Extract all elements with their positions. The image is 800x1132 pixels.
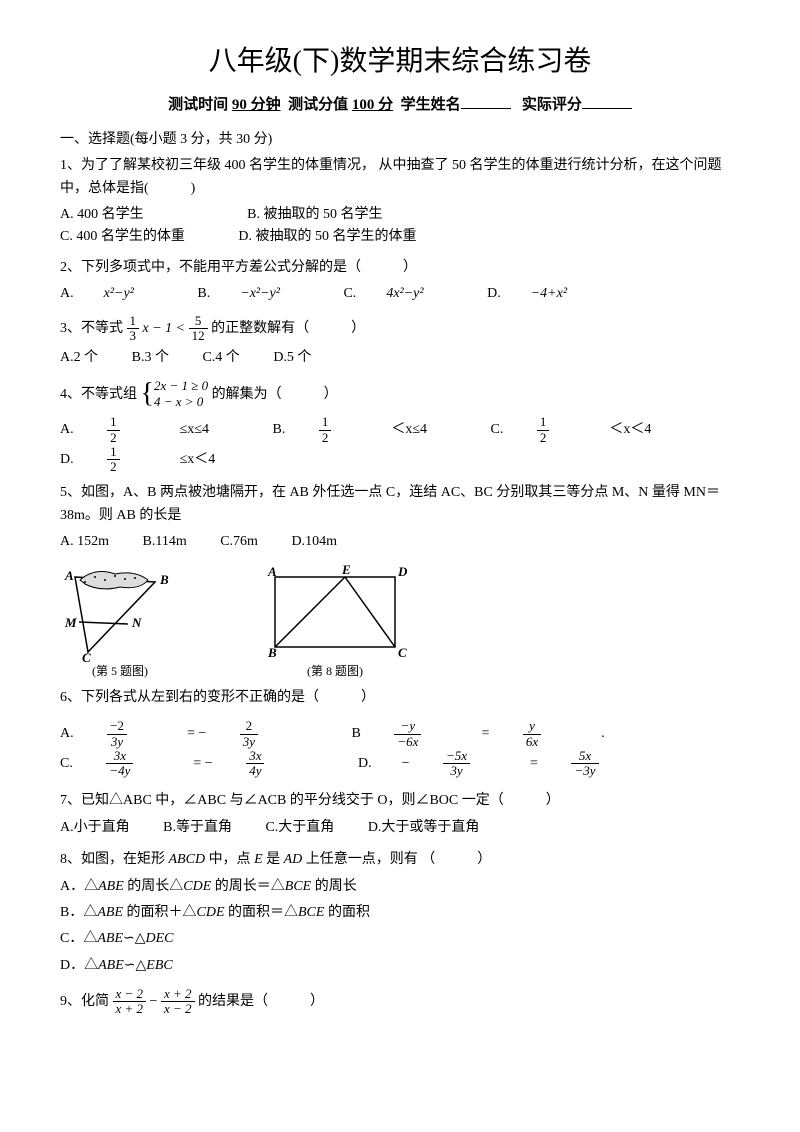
- score-label: 测试分值: [288, 97, 348, 113]
- fig5-caption: (第 5 题图): [60, 662, 180, 681]
- question-3: 3、不等式 13 x − 1 < 512 的正整数解有（ ）: [60, 314, 740, 344]
- q3-frac1: 13: [127, 314, 140, 344]
- q1-opt-a: A. 400 名学生: [60, 204, 144, 226]
- actual-blank: [582, 94, 632, 109]
- q2-opt-b: B.−x²−y²: [197, 283, 310, 305]
- q9-frac2: x + 2x − 2: [161, 987, 195, 1017]
- svg-text:C: C: [398, 645, 407, 660]
- question-7: 7、已知△ABC 中，∠ABC 与∠ACB 的平分线交于 O，则∠BOC 一定（…: [60, 790, 740, 812]
- svg-text:B: B: [267, 645, 277, 660]
- q8-opt-c: C．△ABE∽△DEC: [60, 928, 740, 950]
- q6-opt-d: D.− −5x3y = 5x−3y: [358, 749, 659, 779]
- q3-opt-b: B.3 个: [132, 347, 169, 369]
- q7-options: A.小于直角 B.等于直角 C.大于直角 D.大于或等于直角: [60, 817, 740, 839]
- q5-opt-b: B.114m: [143, 531, 187, 553]
- q2-options: A.x²−y² B.−x²−y² C.4x²−y² D.−4+x²: [60, 283, 740, 305]
- page-title: 八年级(下)数学期末综合练习卷: [60, 40, 740, 85]
- q5-opt-d: D.104m: [291, 531, 337, 553]
- question-2: 2、下列多项式中，不能用平方差公式分解的是（ ）: [60, 257, 740, 279]
- q3-opt-d: D.5 个: [273, 347, 311, 369]
- time-label: 测试时间: [168, 97, 228, 113]
- q1-opt-d: D. 被抽取的 50 名学生的体重: [238, 226, 416, 248]
- question-9: 9、化简 x − 2x + 2 − x + 2x − 2 的结果是（ ）: [60, 987, 740, 1017]
- fig8-caption: (第 8 题图): [260, 662, 410, 681]
- q4-brace: { 2x − 1 ≥ 0 4 − x > 0: [141, 378, 209, 412]
- q2-opt-c: C.4x²−y²: [343, 283, 453, 305]
- svg-text:D: D: [397, 564, 408, 579]
- q3-frac2: 512: [189, 314, 208, 344]
- q8-opt-d: D．△ABE∽△EBC: [60, 955, 740, 977]
- q9-frac1: x − 2x + 2: [113, 987, 147, 1017]
- actual-label: 实际评分: [522, 97, 582, 113]
- svg-text:M: M: [64, 615, 77, 630]
- name-label: 学生姓名: [401, 97, 461, 113]
- figure-5: A B M N C (第 5 题图): [60, 562, 180, 681]
- q3-opt-a: A.2 个: [60, 347, 98, 369]
- question-4: 4、不等式组 { 2x − 1 ≥ 0 4 − x > 0 的解集为（ ）: [60, 378, 740, 412]
- q7-opt-d: D.大于或等于直角: [368, 817, 480, 839]
- q4-opt-d: D. 12≤x＜4: [60, 445, 245, 475]
- q2-opt-a: A.x²−y²: [60, 283, 164, 305]
- q8-opt-b: B．△ABE 的面积＋△CDE 的面积＝△BCE 的面积: [60, 902, 740, 924]
- q1-options: A. 400 名学生 B. 被抽取的 50 名学生 C. 400 名学生的体重 …: [60, 204, 740, 249]
- svg-text:A: A: [267, 564, 277, 579]
- q1-opt-b: B. 被抽取的 50 名学生: [247, 204, 382, 226]
- q4-options: A. 12≤x≤4 B. 12＜x≤4 C. 12＜x＜4 D. 12≤x＜4: [60, 415, 740, 474]
- question-1: 1、为了了解某校初三年级 400 名学生的体重情况， 从中抽查了 50 名学生的…: [60, 155, 740, 200]
- q6-options: A. −23y = − 23y B −y−6x = y6x. C. 3x−4y …: [60, 719, 740, 778]
- q1-opt-c: C. 400 名学生的体重: [60, 226, 185, 248]
- time-value: 90 分钟: [232, 97, 281, 113]
- q3-opt-c: C.4 个: [202, 347, 239, 369]
- q8-opt-a: A．△ABE 的周长△CDE 的周长＝△BCE 的周长: [60, 876, 740, 898]
- q7-opt-b: B.等于直角: [163, 817, 232, 839]
- fig8-svg: A E D B C: [260, 562, 410, 662]
- section-1-header: 一、选择题(每小题 3 分，共 30 分): [60, 129, 740, 151]
- q7-opt-a: A.小于直角: [60, 817, 130, 839]
- figure-row: A B M N C (第 5 题图) A E D B C (第 8 题图): [60, 562, 740, 681]
- name-blank: [461, 94, 511, 109]
- svg-text:B: B: [159, 572, 169, 587]
- question-5: 5、如图，A、B 两点被池塘隔开，在 AB 外任选一点 C，连结 AC、BC 分…: [60, 482, 740, 527]
- svg-text:A: A: [64, 568, 74, 583]
- q4-opt-a: A. 12≤x≤4: [60, 415, 239, 445]
- fig5-svg: A B M N C: [60, 562, 180, 662]
- q6-opt-b: B −y−6x = y6x.: [352, 719, 635, 749]
- score-value: 100 分: [352, 97, 393, 113]
- q5-opt-a: A. 152m: [60, 531, 109, 553]
- question-6: 6、下列各式从左到右的变形不正确的是（ ）: [60, 687, 740, 709]
- question-8: 8、如图，在矩形 ABCD 中，点 E 是 AD 上任意一点，则有 （ ）: [60, 849, 740, 871]
- svg-text:C: C: [82, 650, 91, 662]
- q6-opt-a: A. −23y = − 23y: [60, 719, 318, 749]
- svg-text:E: E: [341, 562, 351, 577]
- q2-opt-d: D.−4+x²: [487, 283, 597, 305]
- left-brace-icon: {: [141, 380, 154, 408]
- q5-options: A. 152m B.114m C.76m D.104m: [60, 531, 740, 553]
- exam-info: 测试时间 90 分钟 测试分值 100 分 学生姓名 实际评分: [60, 93, 740, 117]
- q5-opt-c: C.76m: [220, 531, 258, 553]
- figure-8: A E D B C (第 8 题图): [260, 562, 410, 681]
- q3-options: A.2 个 B.3 个 C.4 个 D.5 个: [60, 347, 740, 369]
- q6-opt-c: C. 3x−4y = − 3x4y: [60, 749, 324, 779]
- q4-opt-c: C. 12＜x＜4: [491, 415, 682, 445]
- q7-opt-c: C.大于直角: [265, 817, 334, 839]
- svg-text:N: N: [131, 615, 142, 630]
- q4-opt-b: B. 12＜x≤4: [273, 415, 458, 445]
